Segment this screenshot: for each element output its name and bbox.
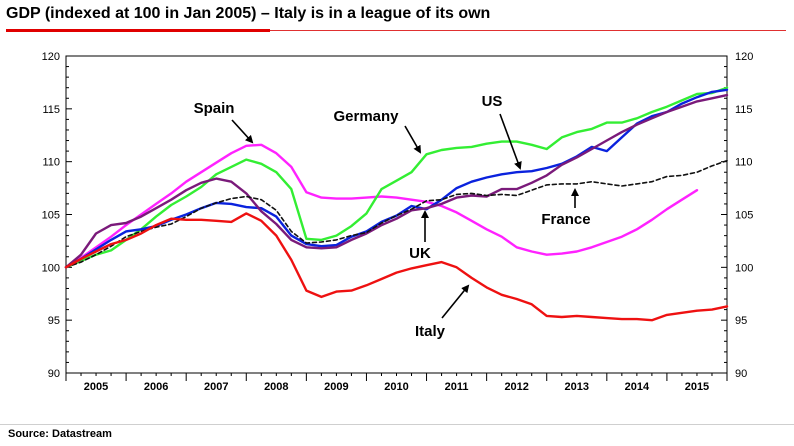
y-tick-label-left: 95 (48, 315, 60, 327)
y-tick-label-right: 120 (735, 51, 753, 63)
source-note: Source: Datastream (8, 428, 112, 440)
annotation-label-germany: Germany (333, 108, 399, 125)
y-tick-label-left: 105 (42, 210, 60, 222)
annotations-layer: Spain Germany US France UK Italy (194, 93, 591, 340)
x-tick-label: 2008 (264, 381, 288, 393)
x-tick-label: 2015 (685, 381, 709, 393)
annotation-label-us: US (482, 93, 503, 110)
x-tick-label: 2011 (445, 381, 469, 393)
series-line-italy (64, 212, 729, 322)
series-line-uk (64, 93, 729, 269)
footer-divider (0, 424, 794, 425)
annotation-arrow-us (499, 113, 522, 170)
annotation-label-spain: Spain (194, 100, 235, 117)
x-tick-label: 2009 (324, 381, 348, 393)
y-tick-label-right: 95 (735, 315, 747, 327)
x-tick-label: 2014 (625, 381, 650, 393)
annotation-label-italy: Italy (415, 323, 446, 340)
y-tick-label-right: 90 (735, 368, 747, 380)
x-tick-label: 2006 (144, 381, 168, 393)
annotation-label-uk: UK (409, 245, 431, 262)
y-tick-label-left: 100 (42, 262, 60, 274)
x-tick-label: 2013 (565, 381, 589, 393)
annotation-arrow-germany (404, 125, 421, 154)
y-tick-label-left: 120 (42, 51, 60, 63)
series-line-spain (64, 143, 699, 269)
series-layer (64, 86, 729, 322)
chart-title: GDP (indexed at 100 in Jan 2005) – Italy… (6, 5, 491, 22)
y-tick-label-right: 115 (735, 104, 753, 116)
x-tick-label: 2005 (84, 381, 108, 393)
chart-axes: 90 90 95 95 100 100 105 105 110 110 115 115 120 120 20… (42, 51, 754, 393)
title-accent-bar (6, 29, 270, 32)
y-tick-label-right: 100 (735, 262, 753, 274)
series-line-germany (64, 86, 729, 269)
annotation-label-france: France (541, 211, 590, 228)
annotation-arrow-spain (231, 119, 254, 144)
y-tick-label-left: 115 (42, 104, 60, 116)
y-tick-label-left: 110 (42, 157, 60, 169)
x-tick-label: 2012 (504, 381, 528, 393)
line-chart: 90 90 95 95 100 100 105 105 110 110 115 115 120 120 20… (42, 51, 754, 393)
y-tick-label-left: 90 (48, 368, 60, 380)
annotation-arrow-italy (441, 284, 470, 319)
y-tick-label-right: 110 (735, 157, 753, 169)
y-tick-label-right: 105 (735, 210, 753, 222)
x-tick-label: 2007 (204, 381, 228, 393)
title-underline (6, 30, 786, 31)
series-line-france (65, 159, 728, 269)
x-tick-label: 2010 (384, 381, 408, 393)
